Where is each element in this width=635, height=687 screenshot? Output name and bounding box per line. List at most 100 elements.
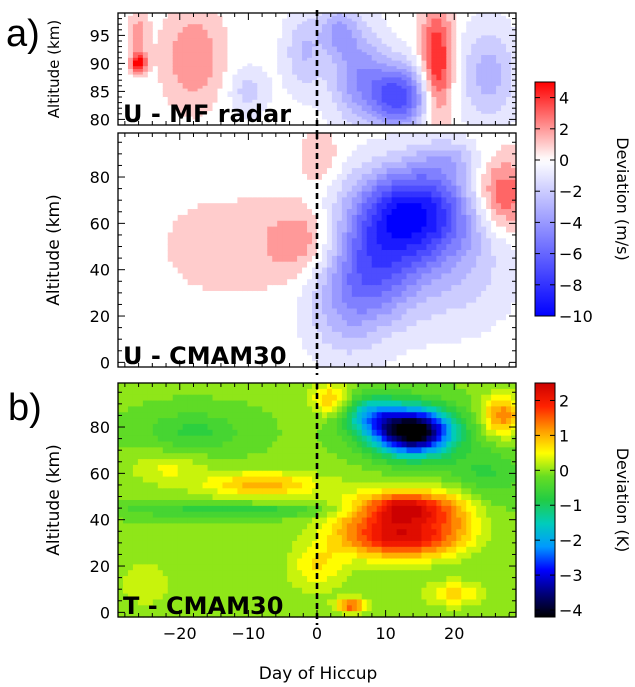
heat-cell xyxy=(287,179,293,187)
heat-cell xyxy=(187,162,194,169)
heat-cell xyxy=(157,55,164,59)
heat-cell xyxy=(232,331,238,339)
heat-cell xyxy=(436,52,442,56)
heat-cell xyxy=(162,261,169,269)
heat-cell xyxy=(247,173,253,181)
heat-cell xyxy=(307,290,313,298)
heat-cell xyxy=(232,80,238,84)
heat-cell xyxy=(351,46,358,50)
heat-cell xyxy=(187,71,194,76)
heat-cell xyxy=(182,63,189,67)
heat-cell xyxy=(506,71,512,76)
heat-cell xyxy=(381,66,388,70)
heat-cell xyxy=(162,52,169,56)
heat-cell xyxy=(511,60,517,64)
heat-cell xyxy=(267,209,273,216)
heat-cell xyxy=(501,35,507,39)
heat-cell xyxy=(401,24,408,28)
heat-cell xyxy=(461,74,467,78)
heat-cell xyxy=(257,74,263,78)
heat-cell xyxy=(137,119,144,123)
heat-cell xyxy=(297,185,303,193)
heat-cell xyxy=(237,97,243,101)
heat-cell xyxy=(127,43,134,48)
heat-cell xyxy=(312,29,318,34)
heat-cell xyxy=(312,69,318,73)
heat-cell xyxy=(227,320,234,327)
heat-cell xyxy=(157,250,164,257)
heat-cell xyxy=(267,60,273,64)
heat-cell xyxy=(242,69,248,73)
heat-cell xyxy=(376,18,383,22)
heat-cell xyxy=(227,77,234,81)
heat-cell xyxy=(356,41,363,45)
heat-cell xyxy=(511,63,517,67)
heat-cell xyxy=(207,302,214,310)
heat-cell xyxy=(197,122,204,126)
heat-cell xyxy=(147,150,154,157)
heat-cell xyxy=(386,116,393,120)
heat-cell xyxy=(167,296,174,304)
heat-cell xyxy=(187,185,194,193)
heat-cell xyxy=(336,113,343,118)
heat-cell xyxy=(421,24,428,28)
heat-cell xyxy=(312,308,318,315)
heat-cell xyxy=(187,66,194,70)
heat-cell xyxy=(202,113,209,118)
heat-cell xyxy=(217,41,224,45)
heat-cell xyxy=(232,267,238,274)
heat-cell xyxy=(222,238,229,245)
heat-cell xyxy=(182,13,189,17)
heat-cell xyxy=(312,52,318,56)
heat-cell xyxy=(182,255,189,263)
heat-cell xyxy=(396,116,403,120)
heat-cell xyxy=(307,94,313,98)
heat-cell xyxy=(267,66,273,70)
heat-cell xyxy=(237,337,243,345)
heat-cell xyxy=(217,18,224,22)
heat-cell xyxy=(227,302,234,310)
heat-cell xyxy=(406,83,413,87)
heat-cell xyxy=(232,111,238,115)
heat-cell xyxy=(456,71,462,76)
heat-cell xyxy=(132,122,139,126)
heat-cell xyxy=(486,21,492,25)
heat-cell xyxy=(486,49,492,53)
heat-cell xyxy=(177,43,184,48)
heat-cell xyxy=(317,144,323,152)
heat-cell xyxy=(386,80,393,84)
heat-cell xyxy=(396,63,403,67)
heat-cell xyxy=(257,113,263,118)
heat-cell xyxy=(321,113,328,118)
heat-cell xyxy=(411,66,418,70)
heat-cell xyxy=(242,290,248,298)
heat-cell xyxy=(326,116,333,120)
heat-cell xyxy=(466,69,472,73)
heat-cell xyxy=(456,43,462,48)
heat-cell xyxy=(471,80,477,84)
heat-cell xyxy=(321,168,328,175)
heat-cell xyxy=(386,63,393,67)
heat-cell xyxy=(441,15,447,20)
heat-cell xyxy=(237,21,243,25)
heat-cell xyxy=(172,88,179,92)
heat-cell xyxy=(137,168,144,175)
heat-cell xyxy=(277,326,283,333)
heat-cell xyxy=(192,238,199,245)
heat-cell xyxy=(466,27,472,31)
heat-cell xyxy=(341,21,348,25)
heat-cell xyxy=(267,355,273,362)
heat-cell xyxy=(312,21,318,25)
heat-cell xyxy=(356,35,363,39)
heat-cell xyxy=(242,60,248,64)
heat-cell xyxy=(162,32,169,36)
heat-cell xyxy=(297,168,303,175)
heat-cell xyxy=(481,119,487,123)
heat-cell xyxy=(356,32,363,36)
heat-cell xyxy=(376,57,383,62)
heat-cell xyxy=(157,27,164,31)
heat-cell xyxy=(451,80,457,84)
heat-cell xyxy=(162,209,169,216)
heat-cell xyxy=(386,74,393,78)
heat-cell xyxy=(277,116,283,120)
